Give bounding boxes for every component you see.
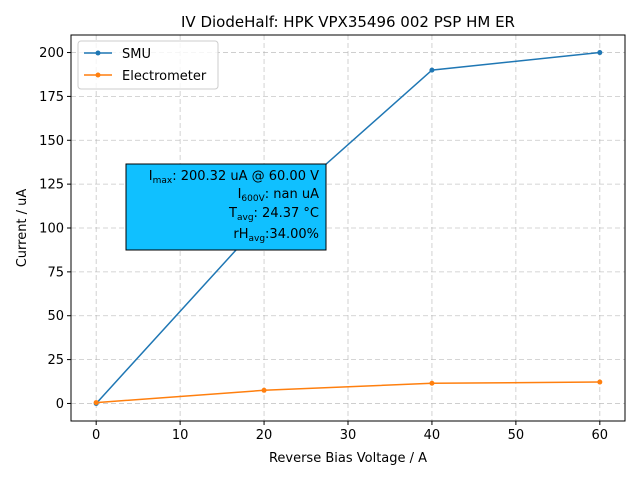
legend-marker-electrometer (95, 72, 101, 78)
legend: SMU Electrometer (77, 40, 219, 90)
data-point-smu (429, 67, 435, 73)
legend-label-electrometer: Electrometer (122, 69, 207, 84)
info-annotation: Imax: 200.32 uA @ 60.00 V I600V: nan uA … (125, 163, 327, 251)
x-tick-label: 60 (592, 428, 609, 443)
y-axis-label: Current / uA (15, 189, 30, 268)
series-line-electrometer (96, 381, 600, 404)
legend-marker-smu (95, 50, 101, 56)
series-line-smu (95, 51, 600, 404)
data-point-electrometer (429, 380, 435, 386)
data-point-electrometer (93, 400, 99, 406)
y-tick-label: 25 (47, 353, 64, 368)
x-tick-label: 50 (508, 428, 525, 443)
x-tick-label: 10 (172, 428, 189, 443)
x-tick-label: 30 (340, 428, 357, 443)
series-layer (93, 50, 603, 406)
data-point-electrometer (597, 379, 603, 385)
y-tick-label: 175 (39, 90, 64, 105)
y-tick-label: 200 (39, 46, 64, 61)
y-tick-label: 150 (39, 134, 64, 149)
x-tick-label: 40 (424, 428, 441, 443)
y-tick-label: 75 (47, 265, 64, 280)
legend-label-smu: SMU (122, 47, 151, 62)
data-point-smu (597, 50, 603, 56)
x-tick-label: 20 (256, 428, 273, 443)
x-axis-label: Reverse Bias Voltage / A (269, 451, 427, 466)
y-tick-label: 125 (39, 178, 64, 193)
axis-ticks: 0 10 20 30 40 50 60 0 25 50 75 100 125 150 175 200 (39, 46, 608, 443)
chart-title: IV DiodeHalf: HPK VPX35496 002 PSP HM ER (181, 13, 515, 31)
info-line-tavg: Tavg: 24.37 °C (228, 206, 319, 223)
data-point-electrometer (261, 387, 267, 393)
y-tick-label: 0 (56, 397, 64, 412)
y-tick-label: 100 (39, 222, 64, 237)
info-line-rhavg: rHavg:34.00% (233, 227, 319, 244)
x-tick-label: 0 (92, 428, 100, 443)
info-box-background (125, 163, 327, 251)
y-tick-label: 50 (47, 309, 64, 324)
info-line-imax: Imax: 200.32 uA @ 60.00 V (149, 169, 319, 186)
info-line-i600v: I600V: nan uA (238, 187, 320, 204)
legend-box (77, 40, 219, 90)
